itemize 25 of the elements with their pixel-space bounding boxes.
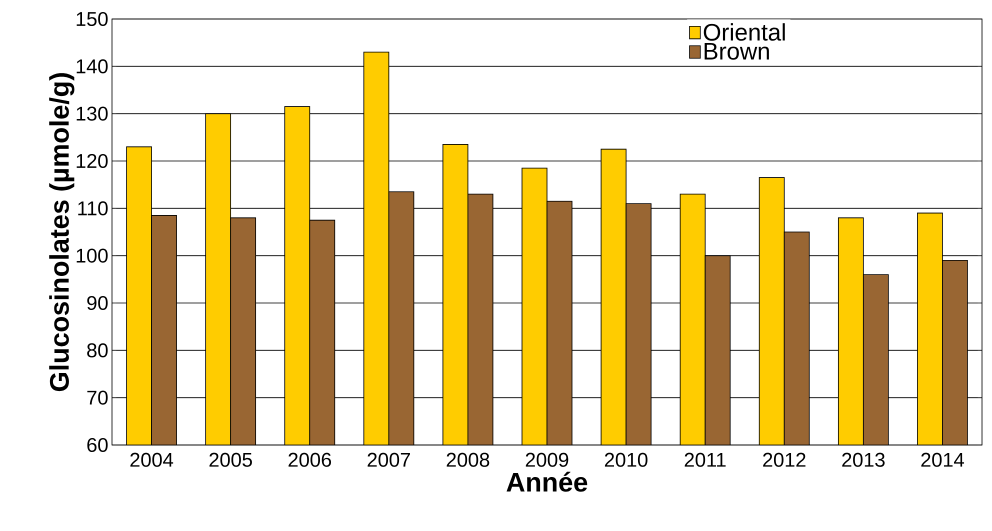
y-tick-label: 100	[76, 248, 108, 263]
y-tick-label: 60	[87, 438, 108, 452]
legend-label: Brown	[704, 43, 769, 60]
x-tick-label: 2012	[763, 452, 806, 467]
y-tick-label: 90	[87, 296, 108, 310]
x-tick-label: 2010	[604, 452, 648, 467]
x-tick-label: 2005	[209, 452, 252, 467]
y-tick-label: 120	[76, 154, 108, 168]
x-tick-label: 2014	[921, 452, 964, 467]
x-tick-label: 2011	[684, 452, 726, 467]
legend-label: Oriental	[704, 23, 785, 41]
y-tick-label: 80	[87, 343, 108, 358]
x-tick-label: 2004	[130, 452, 174, 467]
y-axis-title: Glucosinolates (µmole/g)	[49, 73, 74, 392]
x-tick-label: 2009	[526, 452, 568, 467]
y-tick-label: 140	[76, 59, 108, 74]
x-tick-label: 2008	[446, 452, 490, 467]
y-tick-label: 110	[78, 201, 108, 216]
x-tick-label: 2013	[842, 452, 885, 467]
x-tick-label: 2007	[368, 452, 410, 467]
x-tick-label: 2006	[288, 452, 332, 467]
y-tick-label: 130	[76, 106, 108, 121]
y-tick-label: 70	[87, 390, 108, 405]
y-tick-label: 150	[76, 12, 108, 26]
x-axis-title: Année	[506, 472, 588, 492]
